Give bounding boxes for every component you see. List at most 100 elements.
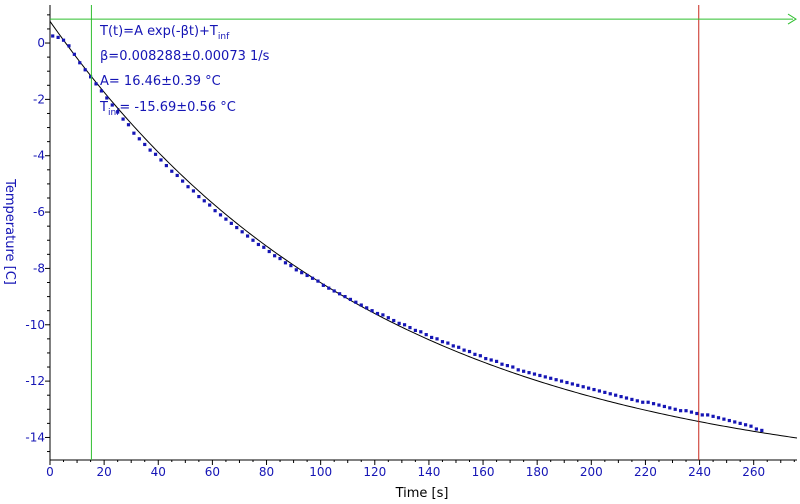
fit-curve-layer bbox=[49, 21, 798, 439]
data-point bbox=[451, 344, 455, 348]
data-point bbox=[532, 372, 537, 376]
data-point bbox=[662, 404, 666, 409]
y-tick-label: -8 bbox=[33, 261, 45, 275]
data-point bbox=[375, 311, 380, 316]
x-tick-label: 0 bbox=[46, 465, 54, 479]
data-point bbox=[278, 256, 282, 261]
data-point bbox=[181, 179, 185, 183]
data-point bbox=[397, 321, 401, 325]
data-point bbox=[646, 400, 650, 404]
data-point bbox=[116, 110, 120, 114]
data-point bbox=[716, 416, 721, 420]
cursor-layer[interactable] bbox=[50, 5, 797, 460]
data-point bbox=[343, 294, 347, 299]
data-point bbox=[78, 61, 82, 65]
data-point bbox=[543, 375, 547, 379]
data-point bbox=[245, 234, 250, 238]
x-tick-label: 60 bbox=[205, 465, 220, 479]
y-tick-label: -6 bbox=[33, 205, 45, 219]
y-axis-label: Temperature [C] bbox=[2, 178, 17, 285]
data-point bbox=[408, 325, 412, 330]
data-point bbox=[316, 279, 320, 283]
data-point bbox=[99, 89, 104, 93]
data-point bbox=[711, 414, 715, 418]
data-point bbox=[321, 283, 325, 287]
data-point bbox=[110, 103, 114, 107]
data-point bbox=[126, 123, 131, 127]
data-point bbox=[289, 264, 293, 268]
data-point bbox=[370, 309, 374, 313]
fit-beta: β=0.008288±0.00073 1/s bbox=[100, 49, 270, 64]
data-point bbox=[88, 75, 93, 79]
data-point bbox=[105, 96, 109, 100]
data-point bbox=[72, 52, 76, 56]
data-point bbox=[565, 380, 569, 385]
data-point bbox=[67, 44, 71, 48]
data-point bbox=[462, 348, 466, 352]
data-point bbox=[484, 356, 488, 361]
data-point bbox=[473, 352, 477, 356]
data-point bbox=[635, 399, 639, 403]
x-tick-label: 120 bbox=[363, 465, 386, 479]
x-tick-label: 160 bbox=[472, 465, 495, 479]
data-point bbox=[83, 68, 87, 72]
data-point bbox=[191, 189, 196, 193]
fit-formula: T(t)=A exp(-βt)+Tinf bbox=[99, 24, 230, 42]
x-tick-label: 260 bbox=[742, 465, 765, 479]
data-point bbox=[386, 316, 390, 320]
data-point bbox=[213, 209, 217, 213]
data-point bbox=[603, 390, 607, 394]
data-point bbox=[722, 417, 726, 421]
data-point bbox=[348, 297, 353, 302]
data-point bbox=[749, 424, 753, 428]
data-points-layer bbox=[51, 34, 764, 433]
data-point bbox=[224, 217, 228, 221]
data-point bbox=[132, 131, 136, 135]
data-point bbox=[435, 337, 439, 341]
data-point bbox=[527, 371, 531, 375]
data-point bbox=[733, 420, 737, 424]
data-point bbox=[337, 292, 342, 296]
data-point bbox=[359, 303, 363, 307]
data-point bbox=[381, 313, 385, 317]
x-tick-label: 80 bbox=[259, 465, 274, 479]
data-point bbox=[538, 373, 542, 378]
data-point bbox=[614, 393, 618, 397]
data-point bbox=[689, 410, 694, 414]
data-point bbox=[754, 427, 759, 431]
data-point bbox=[684, 409, 688, 413]
data-point bbox=[267, 249, 271, 254]
data-point bbox=[208, 203, 212, 207]
axes: 0 20 40 60 80 100 120 140 160 180 200 220 240 260 0 -2 -… bbox=[25, 5, 797, 479]
data-point bbox=[440, 340, 445, 344]
data-point bbox=[494, 359, 499, 363]
x-tick-label: 140 bbox=[417, 465, 440, 479]
data-point bbox=[695, 411, 699, 416]
y-tick-label: 0 bbox=[37, 36, 45, 50]
data-point bbox=[489, 358, 493, 362]
data-point bbox=[202, 199, 206, 203]
data-point bbox=[576, 383, 580, 387]
data-point bbox=[760, 428, 764, 433]
data-point bbox=[332, 289, 336, 293]
data-point bbox=[300, 271, 304, 275]
data-point bbox=[706, 413, 710, 417]
data-point bbox=[478, 354, 482, 358]
data-point bbox=[511, 365, 515, 369]
x-tick-label: 40 bbox=[151, 465, 166, 479]
data-point bbox=[743, 423, 748, 427]
data-point bbox=[235, 225, 239, 230]
fit-curve bbox=[49, 21, 798, 439]
data-point bbox=[430, 335, 434, 340]
data-point bbox=[240, 230, 244, 234]
data-point bbox=[727, 418, 731, 423]
x-tick-label: 20 bbox=[96, 465, 111, 479]
data-point bbox=[256, 242, 261, 247]
data-point bbox=[516, 368, 520, 372]
data-point bbox=[283, 261, 288, 265]
data-point bbox=[218, 213, 223, 217]
data-point bbox=[229, 221, 233, 225]
data-point bbox=[186, 185, 190, 189]
data-point bbox=[56, 35, 60, 39]
